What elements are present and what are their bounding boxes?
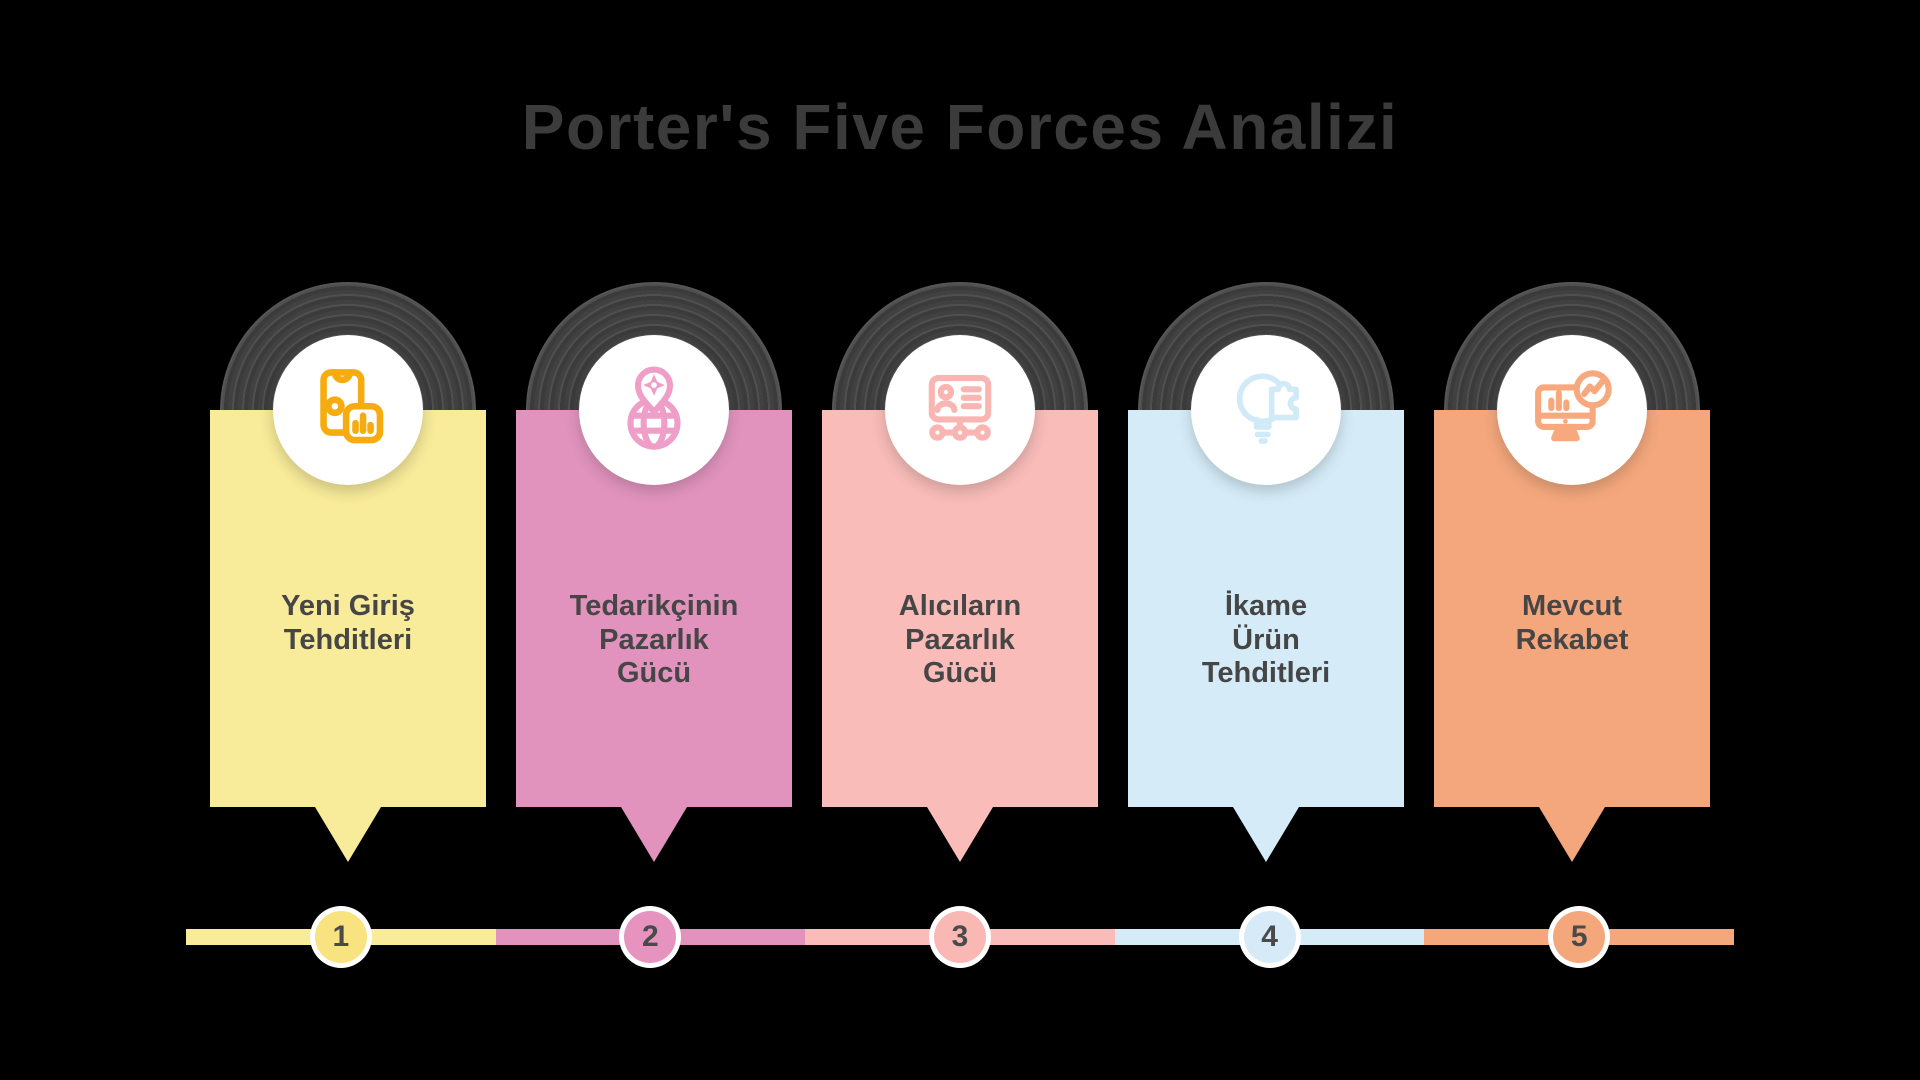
smartphone-chart-icon [301,363,395,457]
card-label: İkame Ürün Tehditleri [1201,590,1331,690]
number-badge: 4 [1238,906,1301,968]
globe-pin-icon [607,363,701,457]
force-card: İkame Ürün Tehditleri [1128,282,1404,864]
badge-number: 4 [1261,920,1278,953]
card-pointer-arrow [1233,807,1299,862]
icon-circle [273,335,423,485]
force-card: Alıcıların Pazarlık Gücü [822,282,1098,864]
timeline-segment: 3 [805,906,1115,968]
timeline-segment: 4 [1114,906,1425,968]
bulb-puzzle-icon [1219,363,1313,457]
force-card: Mevcut Rekabet [1434,282,1710,864]
timeline-segment: 5 [1424,906,1734,968]
card-label: Alıcıların Pazarlık Gücü [898,590,1022,690]
badge-number: 5 [1570,920,1588,953]
number-badge: 2 [619,906,682,968]
number-badge: 3 [928,906,991,968]
number-badge: 1 [309,906,372,968]
id-card-network-icon [913,363,1007,457]
icon-circle [885,335,1035,485]
page-title: Porter's Five Forces Analizi [521,91,1399,163]
card-pointer-arrow [1539,807,1605,862]
force-card: Yeni Giriş Tehditleri [210,282,486,864]
icon-circle [1497,335,1647,485]
badge-number: 1 [332,920,350,953]
icon-circle [579,335,729,485]
timeline: 1 2 3 4 5 [186,906,1734,968]
card-label: Yeni Giriş Tehditleri [281,590,415,656]
card-pointer-arrow [621,807,687,862]
icon-circle [1191,335,1341,485]
card-label: Mevcut Rekabet [1515,590,1629,656]
timeline-segment: 2 [495,906,806,968]
card-label: Tedarikçinin Pazarlık Gücü [569,590,739,690]
card-pointer-arrow [315,807,381,862]
card-pointer-arrow [927,807,993,862]
monitor-analytics-icon [1525,363,1619,457]
cards-row: Yeni Giriş Tehditleri Tedarikçinin Pazar… [210,282,1710,864]
number-badge: 5 [1548,906,1611,968]
timeline-segment: 1 [186,906,496,968]
force-card: Tedarikçinin Pazarlık Gücü [516,282,792,864]
badge-number: 3 [951,920,969,953]
badge-number: 2 [642,920,659,953]
